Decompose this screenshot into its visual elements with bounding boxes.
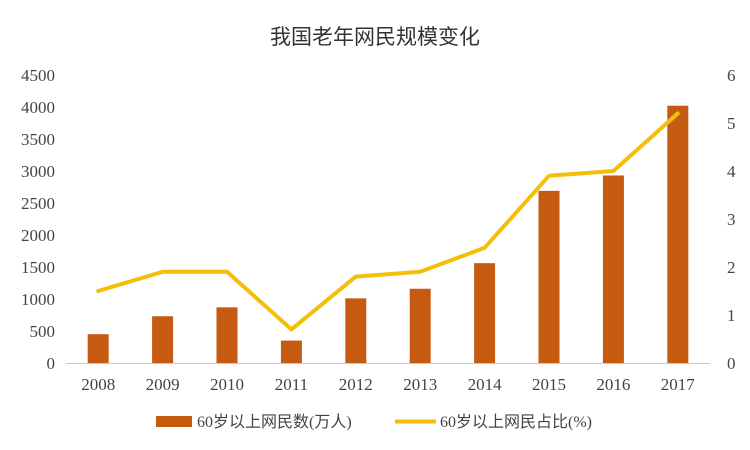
y-right-tick-label: 0 — [727, 354, 736, 373]
x-tick-label: 2015 — [532, 375, 566, 394]
y-left-tick-label: 3000 — [21, 162, 55, 181]
bar-2014 — [474, 263, 496, 363]
y-left-tick-label: 0 — [47, 354, 56, 373]
legend: 60岁以上网民数(万人) 60岁以上网民占比(%) — [156, 413, 592, 431]
bar-2016 — [602, 175, 624, 363]
x-tick-label: 2008 — [81, 375, 115, 394]
x-tick-label: 2017 — [661, 375, 696, 394]
legend-swatch-bar — [156, 416, 192, 427]
y-left-tick-label: 2000 — [21, 226, 55, 245]
share-line — [96, 111, 680, 332]
bar-2008 — [87, 334, 109, 363]
legend-label-line: 60岁以上网民占比(%) — [440, 413, 592, 431]
y-left-tick-label: 2500 — [21, 194, 55, 213]
y-right-tick-label: 2 — [727, 258, 736, 277]
y-left-tick-label: 1500 — [21, 258, 55, 277]
y-left-tick-label: 1000 — [21, 290, 55, 309]
x-tick-label: 2010 — [210, 375, 244, 394]
bar-2015 — [538, 190, 560, 363]
legend-label-bar: 60岁以上网民数(万人) — [197, 413, 352, 431]
bar-2011 — [280, 340, 302, 363]
y-right-tick-label: 6 — [727, 66, 736, 85]
y-left-tick-label: 4000 — [21, 98, 55, 117]
x-tick-label: 2016 — [596, 375, 630, 394]
bar-2013 — [409, 288, 431, 363]
y-left-tick-label: 4500 — [21, 66, 55, 85]
chart-title: 我国老年网民规模变化 — [270, 25, 480, 49]
bar-2017 — [667, 105, 689, 363]
y-left-tick-label: 3500 — [21, 130, 55, 149]
x-tick-label: 2011 — [275, 375, 308, 394]
bar-2009 — [152, 316, 174, 363]
y-right-tick-label: 4 — [727, 162, 736, 181]
y-left-tick-label: 500 — [30, 322, 56, 341]
y-right-tick-label: 3 — [727, 210, 736, 229]
bar-2010 — [216, 307, 238, 363]
x-tick-label: 2013 — [403, 375, 437, 394]
x-tick-label: 2012 — [339, 375, 373, 394]
y-right-tick-label: 5 — [727, 114, 736, 133]
bar-2012 — [345, 298, 367, 363]
x-tick-label: 2009 — [146, 375, 180, 394]
x-tick-label: 2014 — [468, 375, 503, 394]
y-right-tick-label: 1 — [727, 306, 736, 325]
